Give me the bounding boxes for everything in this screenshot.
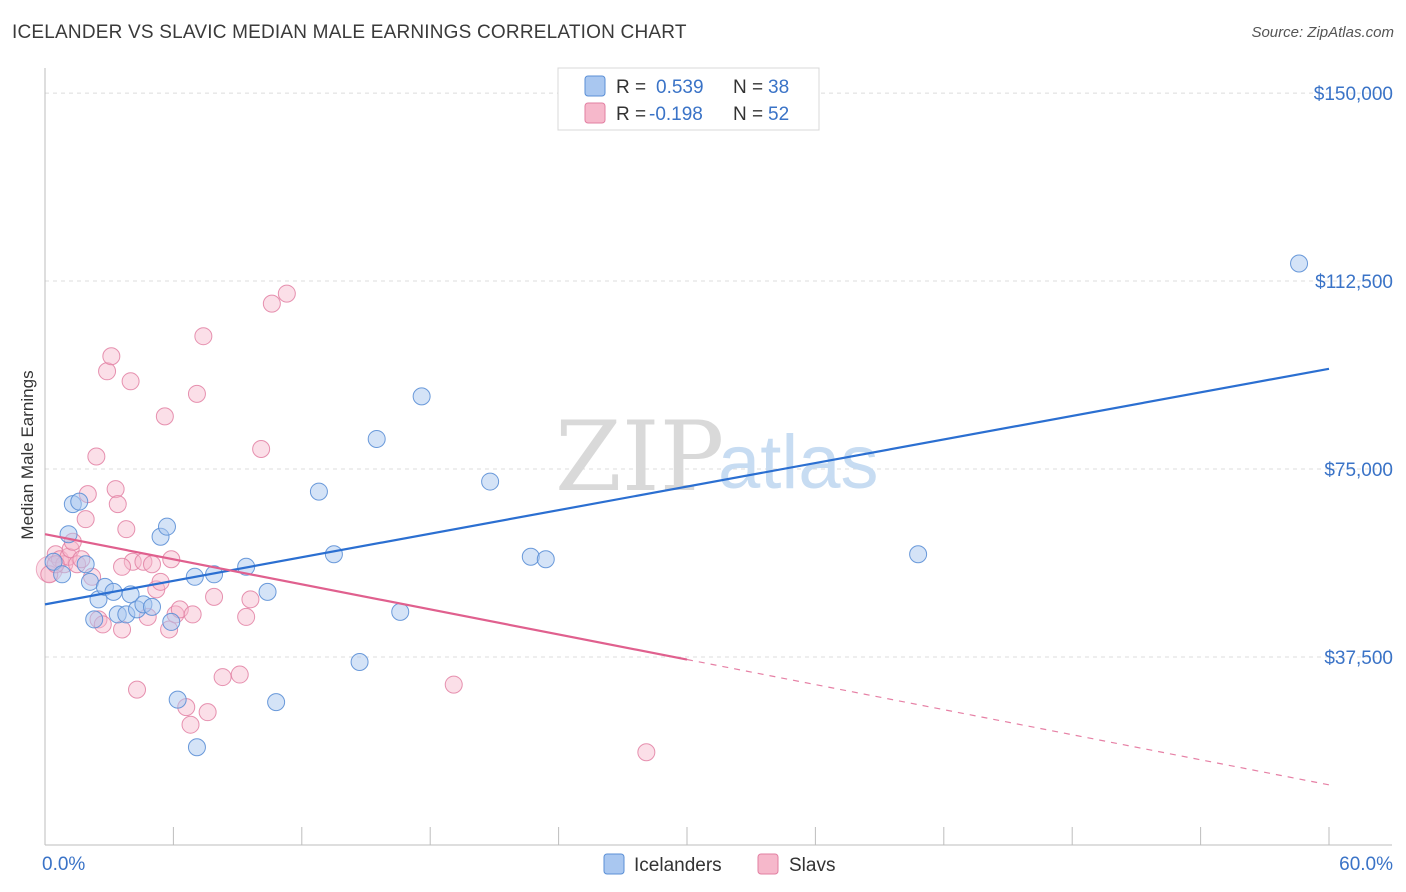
- icelanders-trend-line: [44, 367, 1330, 606]
- x-tick-label-min: 0.0%: [42, 854, 85, 875]
- slavs-point: [98, 362, 117, 381]
- slavs-point: [183, 605, 202, 624]
- icelanders-point: [521, 547, 540, 566]
- slavs-point: [277, 284, 296, 303]
- slavs-point: [117, 520, 136, 539]
- icelanders-points: [44, 254, 1309, 757]
- slavs-point: [113, 557, 132, 576]
- slavs-point: [194, 327, 213, 346]
- legend-swatch-icelanders: [584, 75, 606, 97]
- legend-n-label-slavs: N =: [733, 104, 763, 125]
- slavs-point: [187, 384, 206, 403]
- trend-lines: [44, 367, 1330, 786]
- icelanders-point: [44, 552, 63, 571]
- chart-source: Source: ZipAtlas.com: [1251, 24, 1394, 41]
- y-tick-label: $75,000: [1324, 460, 1393, 481]
- icelanders-point: [1290, 254, 1309, 273]
- icelanders-point: [187, 738, 206, 757]
- y-tick-labels: $37,500 $75,000 $112,500 $150,000: [1314, 84, 1393, 669]
- icelanders-point: [157, 517, 176, 536]
- slavs-point: [128, 680, 147, 699]
- slavs-point: [121, 372, 140, 391]
- y-tick-label: $150,000: [1314, 84, 1393, 105]
- legend-box: R = 0.539 N = 38 R = -0.198 N = 52: [557, 67, 820, 131]
- icelanders-point: [70, 492, 89, 511]
- slavs-point: [102, 347, 121, 366]
- slavs-point: [252, 439, 271, 458]
- icelanders-point: [909, 545, 928, 564]
- icelanders-point: [143, 597, 161, 616]
- slavs-point: [230, 665, 249, 684]
- bottom-legend-label-slavs: Slavs: [789, 855, 835, 876]
- bottom-legend: Icelanders Slavs: [603, 853, 835, 876]
- icelanders-point: [350, 653, 369, 672]
- slavs-trend-line-extrapolated: [686, 658, 1330, 786]
- icelanders-point: [367, 429, 386, 448]
- icelanders-point: [536, 550, 555, 569]
- y-tick-label: $37,500: [1324, 648, 1393, 669]
- legend-n-value-icelanders: 38: [768, 77, 789, 98]
- slavs-points: [35, 284, 656, 762]
- slavs-point: [181, 715, 200, 734]
- legend-n-value-slavs: 52: [768, 104, 789, 125]
- icelanders-point: [391, 602, 410, 621]
- slavs-point: [143, 555, 161, 574]
- legend-r-value-slavs: -0.198: [649, 104, 703, 125]
- slavs-point: [155, 407, 174, 426]
- slavs-point: [87, 447, 106, 466]
- legend-r-value-icelanders: 0.539: [656, 77, 704, 98]
- slavs-point: [237, 607, 256, 626]
- slavs-point: [108, 495, 127, 514]
- watermark: ZIP atlas: [555, 401, 879, 513]
- chart-title: ICELANDER VS SLAVIC MEDIAN MALE EARNINGS…: [12, 22, 687, 43]
- y-tick-label: $112,500: [1315, 272, 1393, 293]
- icelanders-point: [324, 545, 343, 564]
- icelanders-point: [53, 565, 72, 584]
- icelanders-point: [168, 690, 187, 709]
- icelanders-point: [481, 472, 500, 491]
- legend-r-label-slavs: R =: [616, 104, 646, 125]
- y-axis-title: Median Male Earnings: [18, 370, 37, 539]
- grid: [44, 92, 1392, 845]
- slavs-point: [76, 510, 95, 529]
- legend-n-label-icelanders: N =: [733, 77, 763, 98]
- slavs-point: [106, 480, 125, 499]
- watermark-atlas: atlas: [718, 420, 879, 505]
- slavs-point: [123, 552, 142, 571]
- icelanders-point: [85, 610, 104, 629]
- legend-swatch-slavs: [584, 102, 606, 124]
- slavs-trend-line: [44, 533, 688, 661]
- slavs-point: [198, 703, 217, 722]
- icelanders-point: [412, 387, 431, 406]
- legend-r-label-icelanders: R =: [616, 77, 646, 98]
- icelanders-point: [80, 572, 99, 591]
- bottom-legend-swatch-icelanders: [603, 853, 625, 875]
- icelanders-point: [267, 693, 286, 712]
- slavs-point: [113, 620, 132, 639]
- slavs-point: [213, 668, 232, 687]
- bottom-legend-label-icelanders: Icelanders: [634, 855, 722, 876]
- slavs-point: [444, 675, 463, 694]
- bottom-legend-swatch-slavs: [757, 853, 779, 875]
- slavs-point: [205, 587, 224, 606]
- icelanders-point: [309, 482, 328, 501]
- slavs-point: [637, 743, 656, 762]
- icelanders-point: [162, 612, 181, 631]
- slavs-point: [241, 590, 260, 609]
- x-tick-label-max: 60.0%: [1339, 854, 1393, 875]
- slavs-point: [262, 294, 281, 313]
- icelanders-point: [258, 582, 277, 601]
- icelanders-point: [76, 555, 95, 574]
- axes: [44, 68, 1392, 846]
